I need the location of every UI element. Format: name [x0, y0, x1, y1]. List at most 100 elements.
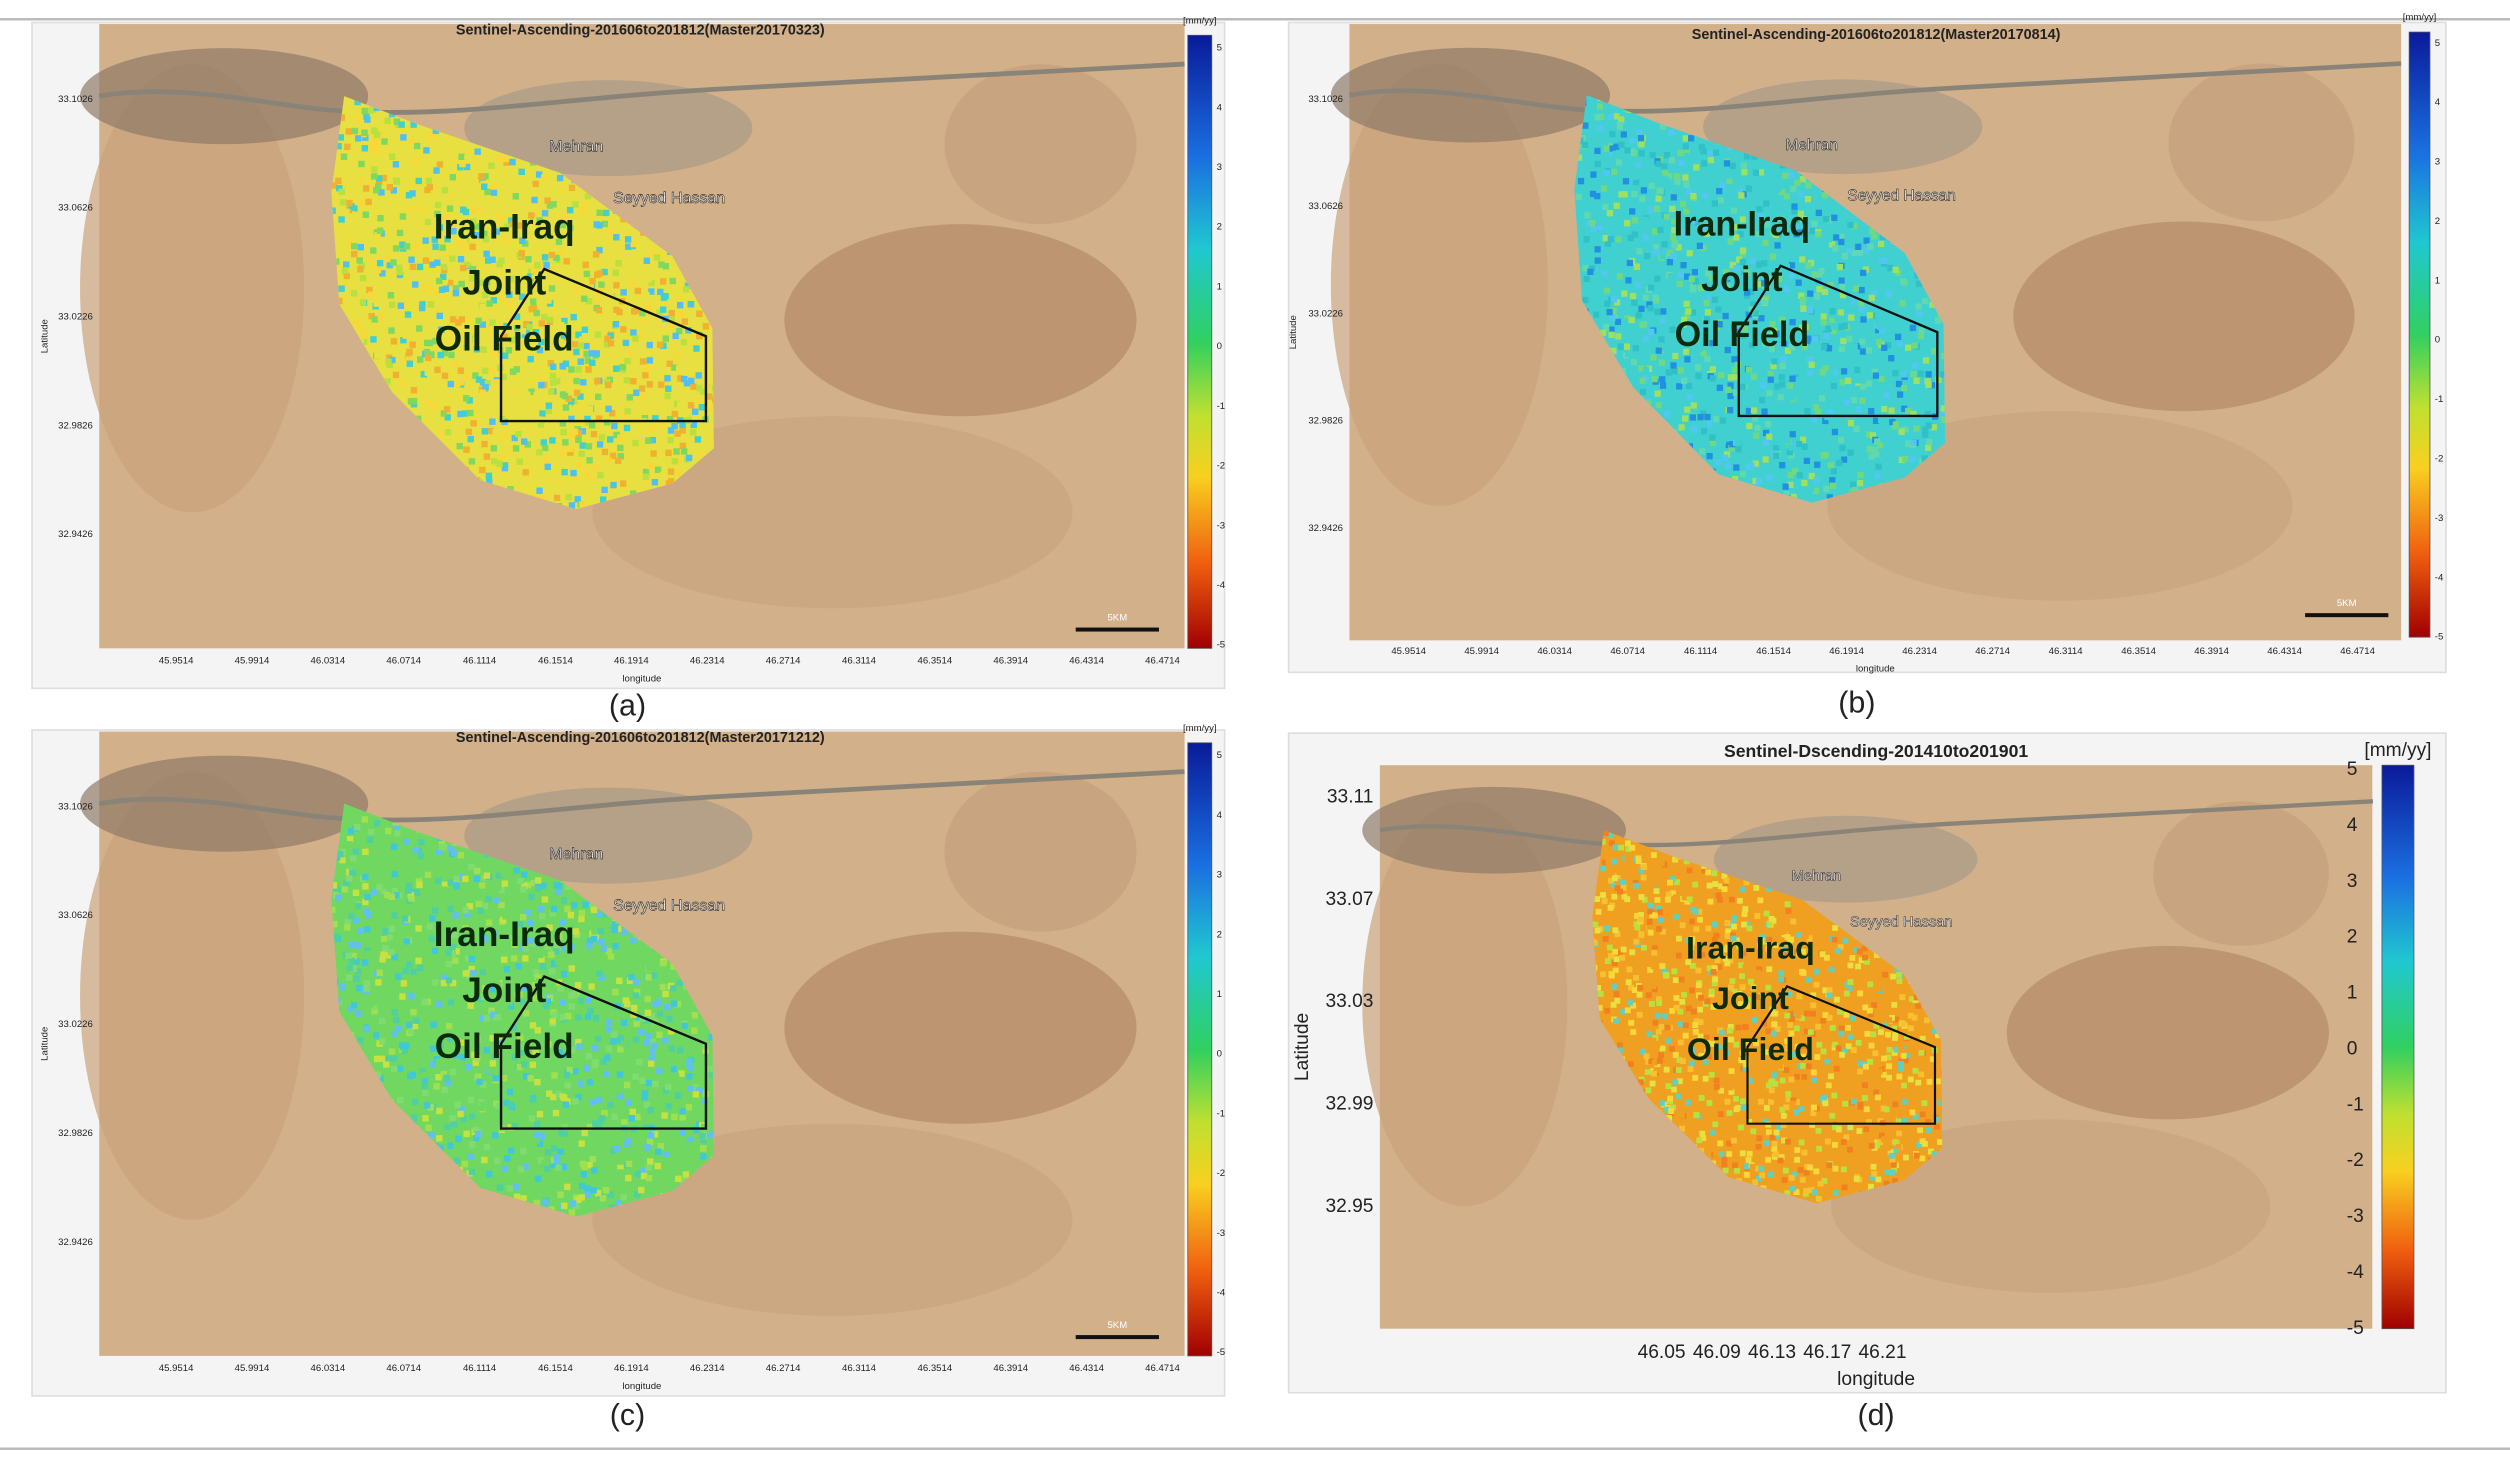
- deformation-point: [673, 1056, 681, 1063]
- deformation-point: [1783, 263, 1790, 271]
- deformation-point: [661, 1112, 668, 1119]
- deformation-point: [596, 970, 603, 977]
- x-tick-label: 46.0714: [386, 656, 421, 667]
- x-tick-label: 46.3114: [2049, 646, 2084, 657]
- deformation-point: [1610, 296, 1618, 303]
- deformation-point: [1909, 324, 1916, 332]
- deformation-point: [617, 434, 624, 441]
- deformation-point: [692, 408, 699, 415]
- deformation-point: [533, 309, 540, 317]
- deformation-point: [1719, 438, 1727, 445]
- deformation-point: [358, 200, 365, 207]
- deformation-point: [597, 382, 604, 389]
- deformation-point: [501, 352, 509, 359]
- deformation-point: [1636, 248, 1643, 255]
- deformation-point: [1712, 999, 1719, 1006]
- deformation-point: [1749, 301, 1757, 308]
- deformation-point: [1729, 246, 1736, 253]
- deformation-point: [654, 466, 662, 473]
- deformation-point: [584, 996, 592, 1004]
- oil-field-boundary: [1737, 264, 1939, 418]
- deformation-point: [1749, 341, 1756, 349]
- deformation-point: [1628, 984, 1634, 991]
- deformation-point: [589, 359, 596, 366]
- deformation-point: [449, 174, 457, 181]
- deformation-point: [498, 257, 505, 265]
- deformation-point: [1624, 147, 1631, 154]
- deformation-point: [379, 270, 386, 277]
- deformation-point: [712, 393, 714, 400]
- deformation-point: [1603, 323, 1610, 331]
- deformation-point: [1685, 959, 1692, 965]
- terrain: [784, 224, 1137, 417]
- deformation-point: [583, 350, 590, 358]
- deformation-point: [1763, 1105, 1770, 1111]
- deformation-point: [434, 210, 441, 218]
- river: [1349, 61, 2402, 114]
- deformation-point: [1908, 996, 1915, 1002]
- deformation-point: [676, 301, 684, 309]
- deformation-point: [533, 1037, 540, 1044]
- deformation-point: [409, 190, 416, 197]
- deformation-point: [671, 458, 679, 465]
- deformation-point: [1698, 144, 1705, 151]
- deformation-point: [1727, 382, 1734, 389]
- deformation-point: [438, 838, 446, 846]
- deformation-point: [1831, 214, 1838, 221]
- deformation-point: [616, 1071, 624, 1078]
- deformation-point: [494, 885, 501, 892]
- deformation-point: [1739, 1050, 1746, 1056]
- deformation-point: [1650, 354, 1657, 361]
- deformation-point: [697, 1027, 704, 1034]
- deformation-point: [573, 348, 580, 356]
- deformation-point: [680, 448, 688, 455]
- deformation-point: [1922, 357, 1930, 364]
- deformation-point: [673, 352, 681, 359]
- deformation-point: [462, 970, 470, 977]
- deformation-point: [337, 134, 345, 141]
- deformation-point: [1892, 370, 1899, 377]
- deformation-point: [345, 974, 353, 981]
- deformation-point: [1839, 291, 1846, 299]
- deformation-point: [470, 969, 477, 977]
- deformation-point: [485, 1170, 493, 1178]
- deformation-point: [503, 159, 510, 166]
- deformation-point: [1858, 306, 1865, 313]
- place-label: Seyyed Hassan: [1847, 187, 1956, 204]
- deformation-point: [613, 431, 620, 439]
- deformation-point: [550, 1145, 558, 1152]
- deformation-point: [557, 985, 564, 992]
- deformation-point: [1745, 407, 1752, 415]
- deformation-point: [1812, 335, 1819, 342]
- deformation-point: [464, 911, 471, 918]
- deformation-point: [681, 375, 688, 383]
- deformation-point: [431, 947, 439, 954]
- deformation-point: [1915, 1003, 1922, 1009]
- deformation-point: [441, 187, 449, 194]
- deformation-point: [1857, 990, 1864, 997]
- deformation-point: [1744, 289, 1751, 296]
- deformation-point: [632, 307, 640, 314]
- deformation-point: [1772, 1151, 1779, 1158]
- deformation-point: [399, 993, 406, 1000]
- deformation-point: [1655, 347, 1662, 354]
- deformation-point: [1848, 439, 1855, 446]
- deformation-point: [622, 997, 630, 1004]
- deformation-point: [502, 978, 509, 985]
- deformation-point: [400, 337, 407, 344]
- deformation-point: [449, 979, 457, 987]
- deformation-point: [1910, 410, 1917, 418]
- deformation-point: [445, 949, 452, 957]
- terrain: [784, 931, 1137, 1124]
- deformation-point: [684, 282, 692, 289]
- deformation-point: [483, 1143, 491, 1151]
- deformation-point: [1602, 203, 1609, 211]
- deformation-point: [1610, 983, 1617, 990]
- deformation-point: [639, 309, 646, 317]
- deformation-point: [1630, 1002, 1637, 1009]
- deformation-point: [621, 1119, 628, 1126]
- deformation-point: [338, 188, 345, 196]
- y-tick-label: 32.9826: [58, 420, 93, 431]
- deformation-point: [1827, 264, 1834, 271]
- deformation-point: [1613, 202, 1620, 209]
